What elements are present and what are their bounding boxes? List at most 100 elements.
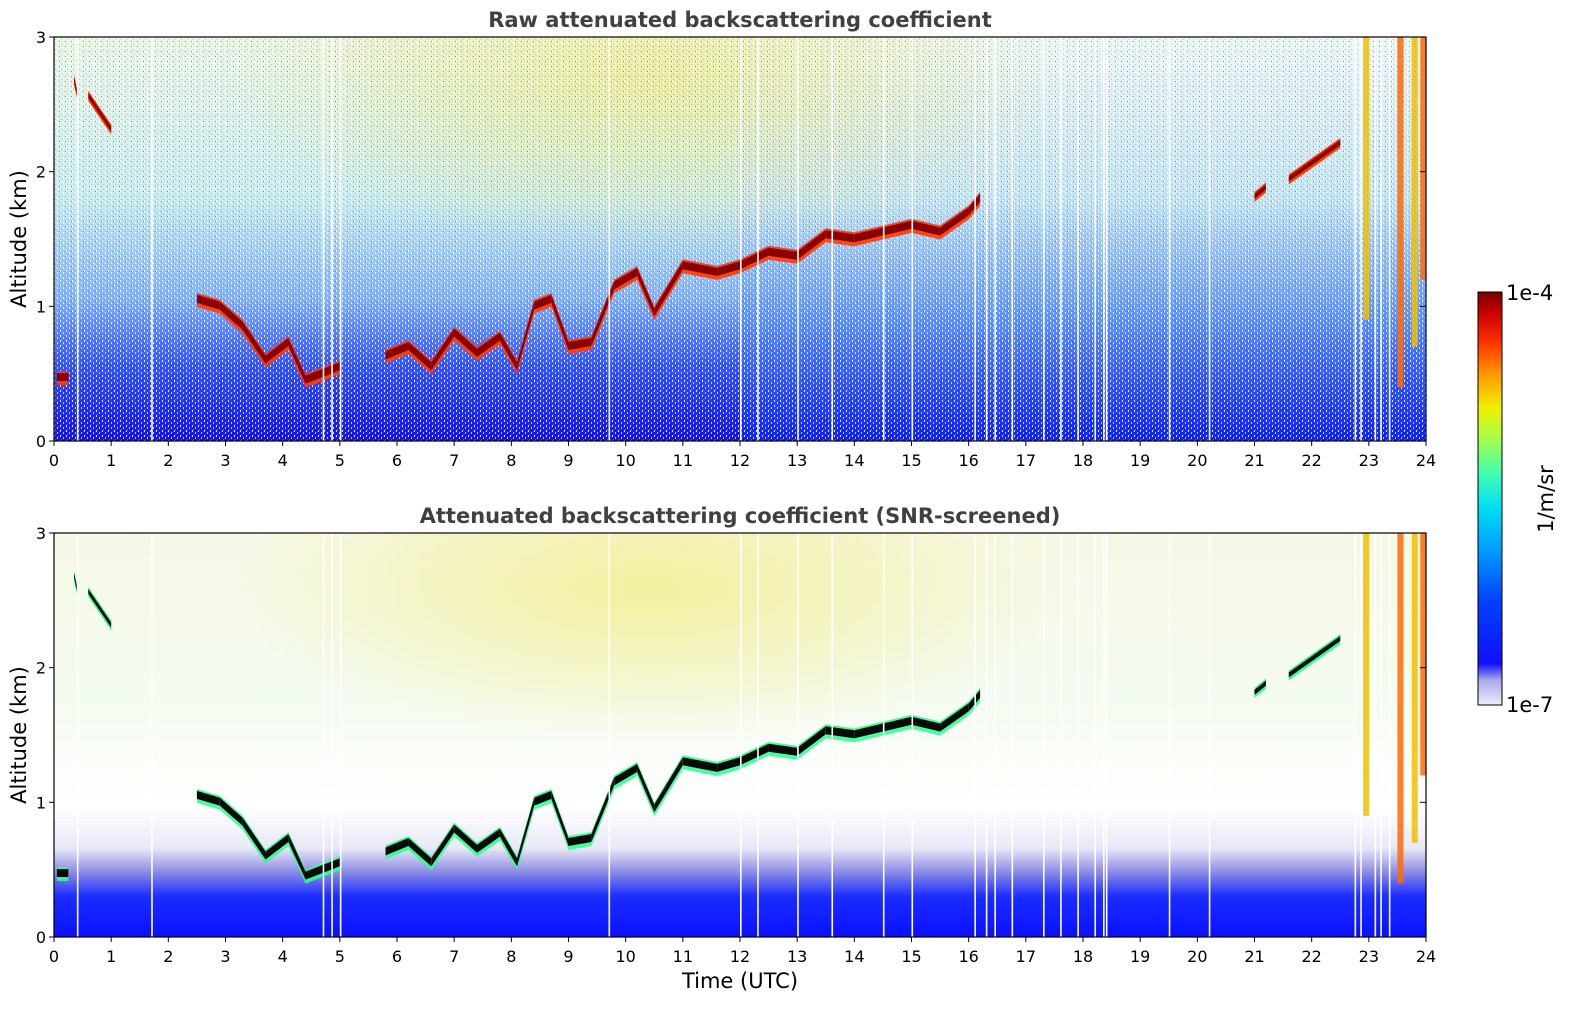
cloud-layer-core	[614, 763, 638, 786]
data-gap	[911, 37, 914, 441]
cloud-layer-core	[431, 328, 455, 371]
cloud-layer-core	[242, 817, 266, 860]
precipitation-streak	[1411, 533, 1418, 843]
cloud-layer-core	[408, 342, 432, 371]
x-tick-label: 9	[563, 451, 573, 470]
cloud-layer-core	[56, 372, 69, 381]
y-tick-label: 3	[36, 524, 46, 543]
cloud-layer-core	[882, 220, 912, 236]
cloud-layer-core	[682, 261, 718, 276]
precipitation-streak	[1363, 37, 1370, 320]
cloud-layer-core	[654, 757, 683, 813]
data-gap	[322, 37, 325, 441]
y-tick-label: 2	[36, 163, 46, 182]
data-gap	[1388, 533, 1391, 937]
cloud-segment-core	[88, 92, 112, 132]
cloud-segment-core	[74, 572, 77, 592]
cloud-layer-core	[797, 230, 826, 260]
data-gap	[882, 533, 885, 937]
colorbar-min-label: 1e-7	[1506, 693, 1553, 717]
x-tick-label: 6	[392, 947, 402, 966]
x-tick-label: 1	[106, 947, 116, 966]
data-gap	[831, 533, 834, 937]
data-gap	[1011, 37, 1014, 441]
cloud-layer-core	[568, 337, 592, 350]
data-gap	[1374, 37, 1377, 441]
panel-raw: Raw attenuated backscattering coefficien…	[7, 8, 1436, 470]
x-tick-label: 20	[1187, 947, 1207, 966]
x-axis-ticks: 0 1 2 3 4 5 6 7 8 9 10 11 12 13 14 15 16 17 18 19 20 21 22 23 24	[49, 441, 1436, 470]
panel-screened-heatmap	[54, 533, 1426, 937]
cloud-layer-core	[882, 716, 912, 732]
x-tick-label: 8	[506, 947, 516, 966]
x-tick-label: 20	[1187, 451, 1207, 470]
cloud-layer-core	[219, 301, 243, 330]
data-gap	[1060, 533, 1062, 937]
data-gaps	[76, 37, 1391, 441]
x-tick-label: 22	[1301, 947, 1321, 966]
data-gap	[339, 37, 342, 441]
data-gap	[151, 37, 153, 441]
data-gap	[882, 37, 885, 441]
cloud-segment-core	[1288, 636, 1341, 678]
cloud-layer-core	[517, 797, 535, 867]
data-gap	[1168, 37, 1171, 441]
cloud-layer-core	[637, 763, 655, 813]
x-tick-label: 5	[335, 451, 345, 470]
precipitation-streak	[1420, 533, 1426, 776]
x-tick-label: 3	[220, 947, 230, 966]
x-tick-label: 6	[392, 451, 402, 470]
x-tick-label: 1	[106, 451, 116, 470]
x-tick-label: 7	[449, 947, 459, 966]
cloud-layer-core	[385, 342, 409, 360]
x-tick-label: 4	[278, 451, 288, 470]
data-gap	[1042, 37, 1045, 441]
cloud-layer-core	[499, 828, 518, 867]
cloud-layer-core	[288, 337, 306, 384]
x-tick-label: 16	[958, 947, 978, 966]
panel-screened-title: Attenuated backscattering coefficient (S…	[420, 504, 1061, 528]
data-gap	[608, 533, 611, 937]
x-tick-label: 9	[563, 947, 573, 966]
data-gap	[757, 37, 759, 441]
y-axis-ticks: 0 1 2 3	[36, 524, 1426, 947]
data-gap	[974, 37, 976, 441]
data-gap	[740, 37, 742, 441]
cloud-layer-core	[408, 838, 432, 867]
data-gap	[1103, 533, 1105, 937]
data-gap	[1380, 37, 1382, 441]
cloud-layer-core	[768, 247, 798, 260]
data-gap	[76, 37, 79, 441]
x-tick-label: 8	[506, 451, 516, 470]
x-tick-label: 12	[730, 451, 750, 470]
cloud-layer-core	[477, 828, 500, 853]
cloud-layer-core	[654, 261, 683, 317]
cloud-layer-core	[911, 716, 941, 732]
x-tick-label: 24	[1416, 947, 1436, 966]
cloud-layer-core	[797, 726, 826, 756]
data-gap	[151, 533, 153, 937]
data-gap	[831, 37, 834, 441]
data-gap	[608, 37, 611, 441]
x-tick-label: 17	[1016, 451, 1036, 470]
data-gap	[1077, 533, 1079, 937]
x-tick-label: 7	[449, 451, 459, 470]
cloud-layer-core	[534, 790, 552, 806]
x-tick-label: 11	[673, 947, 693, 966]
colorbar-gradient	[1477, 291, 1503, 706]
x-tick-label: 14	[844, 947, 864, 966]
cloud-layer-core	[56, 868, 69, 877]
cloud-layer-core	[717, 757, 740, 772]
data-gap	[1374, 533, 1377, 937]
panel-screened: Attenuated backscattering coefficient (S…	[7, 504, 1436, 993]
cloud-layer-core	[682, 757, 718, 772]
x-tick-label: 2	[163, 947, 173, 966]
cloud-layer-core	[288, 833, 306, 880]
x-tick-label: 15	[901, 451, 921, 470]
cloud-layer-core	[499, 332, 518, 371]
panel-raw-title: Raw attenuated backscattering coefficien…	[488, 8, 992, 32]
x-tick-label: 22	[1301, 451, 1321, 470]
data-gap	[985, 533, 988, 937]
cloud-layer-core	[637, 267, 655, 317]
